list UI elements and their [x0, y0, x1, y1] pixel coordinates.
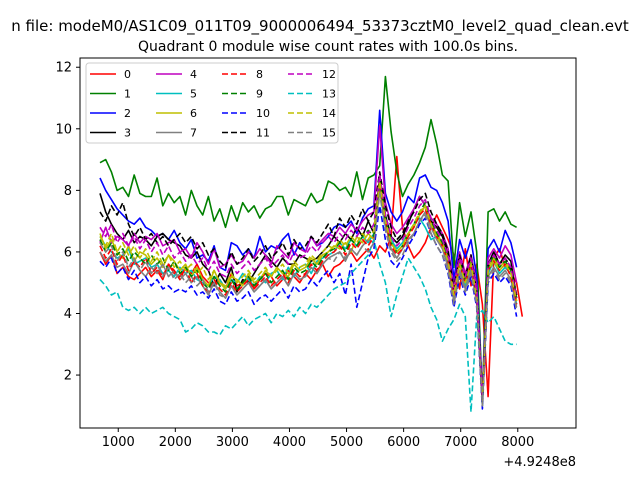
series-line-5 [99, 189, 518, 407]
y-axis: 2 4 6 8 10 12 [55, 61, 80, 384]
series-line-13 [99, 238, 517, 413]
legend-entry-label: 9 [256, 88, 263, 101]
series-line-11 [99, 171, 518, 401]
legend-entry-label: 4 [190, 68, 197, 81]
legend-box [85, 62, 339, 144]
legend-entry-label: 13 [322, 88, 336, 101]
legend-entry-label: 2 [124, 107, 131, 120]
x-axis: 1000 2000 3000 4000 5000 6000 7000 8000 [102, 428, 534, 450]
y-tick-label: 12 [55, 61, 72, 76]
x-tick-label: 6000 [387, 435, 420, 450]
x-tick-label: 8000 [501, 435, 534, 450]
legend-entry-label: 15 [322, 127, 336, 140]
chart-title: Quadrant 0 module wise count rates with … [138, 39, 518, 55]
x-tick-label: 7000 [444, 435, 477, 450]
x-offset-label: +4.9248e8 [503, 455, 576, 470]
y-tick-label: 8 [64, 184, 72, 199]
legend-entry-label: 14 [322, 107, 336, 120]
x-tick-label: 2000 [159, 435, 192, 450]
legend-entry-label: 1 [124, 88, 131, 101]
legend-entry-label: 6 [190, 107, 197, 120]
x-tick-label: 1000 [102, 435, 135, 450]
legend-entry-label: 0 [124, 68, 131, 81]
series-line-9 [99, 177, 518, 404]
x-tick-label: 4000 [273, 435, 306, 450]
chart-suptitle: n file: modeM0/AS1C09_011T09_9000006494_… [11, 17, 629, 36]
legend-entry-label: 7 [190, 127, 197, 140]
y-tick-label: 2 [64, 369, 72, 384]
series-line-12 [99, 174, 518, 401]
series-line-15 [99, 192, 518, 407]
series-line-10 [99, 205, 518, 410]
x-tick-label: 5000 [330, 435, 363, 450]
x-tick-label: 3000 [216, 435, 249, 450]
legend-entry-label: 3 [124, 127, 131, 140]
series-line-1 [99, 75, 517, 401]
axes-frame [79, 57, 577, 429]
series-line-14 [99, 180, 518, 404]
series-line-7 [99, 183, 518, 407]
legend-entry-label: 5 [190, 88, 197, 101]
y-tick-label: 6 [64, 245, 72, 260]
legend-entry-label: 8 [256, 68, 263, 81]
y-tick-label: 10 [55, 122, 72, 137]
plot-area [99, 75, 524, 413]
legend-entry-label: 11 [256, 127, 270, 140]
legend-entry-label: 10 [256, 107, 270, 120]
plot-frame [79, 57, 577, 429]
legend-entry-label: 12 [322, 68, 336, 81]
y-tick-label: 4 [64, 307, 72, 322]
